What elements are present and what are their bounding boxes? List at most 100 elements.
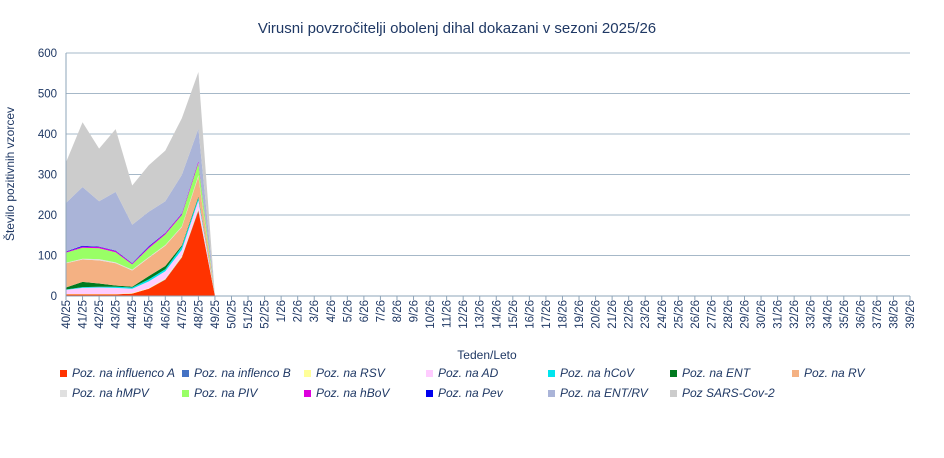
x-tick-label: 12/26 [458, 300, 470, 329]
legend-item: Poz SARS-Cov-2 [670, 384, 792, 402]
x-tick-label: 30/26 [756, 300, 768, 329]
y-tick-label: 300 [38, 170, 57, 182]
x-tick-label: 45/25 [144, 300, 156, 329]
y-tick-label: 0 [51, 291, 57, 303]
legend-swatch [426, 369, 433, 377]
x-tick-label: 2/26 [293, 300, 305, 322]
area-series-11 [66, 128, 215, 296]
area-series-5 [66, 196, 215, 296]
x-tick-label: 3/26 [309, 300, 321, 322]
legend-item: Poz. na ENT [670, 364, 792, 382]
x-tick-label: 17/26 [541, 300, 553, 329]
area-series-6 [66, 176, 215, 296]
x-tick-label: 5/26 [342, 300, 354, 322]
x-tick-label: 11/26 [442, 300, 454, 328]
legend-item: Poz. na RV [792, 364, 914, 382]
legend-swatch [304, 369, 311, 377]
x-tick-label: 16/26 [524, 300, 536, 329]
x-tick-label: 52/25 [260, 300, 272, 329]
legend-item: Poz. na inflenco B [182, 364, 304, 382]
x-tick-label: 23/26 [640, 300, 652, 329]
axes [65, 53, 911, 300]
area-series-12 [66, 72, 215, 296]
x-tick-labels: 40/25 41/25 42/25 43/25 44/25 45/25 46/25 47/25… [61, 300, 917, 329]
x-tick-label: 10/26 [425, 300, 437, 329]
legend-label: Poz. na influenco A [72, 366, 175, 380]
x-tick-label: 46/25 [160, 300, 172, 329]
chart-title: Virusni povzročitelji obolenj dihal doka… [258, 20, 656, 37]
x-tick-label: 9/26 [409, 300, 421, 322]
x-tick-label: 36/26 [855, 300, 867, 329]
legend-item: Poz. na hCoV [548, 364, 670, 382]
legend-swatch [304, 389, 311, 397]
x-tick-label: 34/26 [822, 300, 834, 329]
legend-item: Poz. na RSV [304, 364, 426, 382]
x-tick-label: 1/26 [276, 300, 288, 322]
legend-item: Poz. na AD [426, 364, 548, 382]
x-axis-title: Teden/Leto [457, 348, 517, 362]
x-tick-label: 14/26 [491, 300, 503, 329]
x-tick-label: 33/26 [806, 300, 818, 329]
legend-label: Poz. na ENT/RV [560, 386, 648, 400]
x-tick-label: 38/26 [888, 300, 900, 329]
x-tick-label: 43/25 [111, 300, 123, 329]
x-tick-label: 40/25 [61, 300, 73, 329]
x-tick-label: 41/25 [78, 300, 90, 329]
legend-label: Poz. na ENT [682, 366, 751, 380]
legend-swatch [670, 369, 677, 377]
x-tick-label: 7/26 [375, 300, 387, 322]
x-tick-label: 13/26 [475, 300, 487, 329]
legend-label: Poz. na RV [804, 366, 865, 380]
x-tick-label: 29/26 [740, 300, 752, 329]
x-tick-label: 28/26 [723, 300, 735, 329]
legend-swatch [792, 369, 799, 377]
area-series-0 [66, 210, 215, 296]
x-tick-label: 37/26 [872, 300, 884, 329]
x-tick-label: 4/26 [326, 300, 338, 322]
legend-label: Poz. na hBoV [316, 386, 390, 400]
legend-swatch [182, 369, 189, 377]
legend-label: Poz. na PIV [194, 386, 258, 400]
legend-item: Poz. na Pev [426, 384, 548, 402]
legend-label: Poz SARS-Cov-2 [682, 386, 775, 400]
legend-label: Poz. na inflenco B [194, 366, 291, 380]
legend-label: Poz. na RSV [316, 366, 385, 380]
x-tick-label: 22/26 [624, 300, 636, 329]
x-tick-label: 27/26 [706, 300, 718, 329]
y-tick-label: 200 [38, 210, 57, 222]
legend-item: Poz. na influenco A [60, 364, 182, 382]
x-tick-label: 21/26 [607, 300, 619, 329]
x-tick-label: 51/25 [243, 300, 255, 329]
grid-lines [66, 52, 910, 256]
x-tick-label: 31/26 [773, 300, 785, 329]
x-tick-label: 20/26 [591, 300, 603, 329]
x-tick-label: 48/25 [193, 300, 205, 329]
x-tick-label: 50/25 [226, 300, 238, 329]
x-tick-label: 49/25 [210, 300, 222, 329]
y-tick-label: 600 [38, 48, 57, 60]
x-tick-label: 35/26 [839, 300, 851, 329]
x-tick-label: 18/26 [557, 300, 569, 329]
y-tick-label: 400 [38, 129, 57, 141]
legend-swatch [426, 389, 433, 397]
legend-label: Poz. na AD [438, 366, 499, 380]
legend-swatch [670, 389, 677, 397]
x-tick-label: 19/26 [574, 300, 586, 329]
y-tick-label: 100 [38, 251, 57, 263]
legend-label: Poz. na hCoV [560, 366, 635, 380]
y-tick-labels: 0 100 200 300 400 500 600 [38, 48, 57, 303]
legend-label: Poz. na Pev [438, 386, 503, 400]
y-axis-title: Število pozitivnih vzorcev [2, 107, 17, 241]
legend-item: Poz. na hBoV [304, 384, 426, 402]
legend-swatch [548, 369, 555, 377]
legend-label: Poz. na hMPV [72, 386, 149, 400]
x-tick-label: 26/26 [690, 300, 702, 329]
area-series [66, 72, 215, 296]
x-tick-label: 25/26 [673, 300, 685, 329]
y-tick-label: 500 [38, 89, 57, 101]
x-tick-label: 8/26 [392, 300, 404, 322]
legend-swatch [548, 389, 555, 397]
x-tick-label: 24/26 [657, 300, 669, 329]
x-tick-label: 47/25 [177, 300, 189, 329]
